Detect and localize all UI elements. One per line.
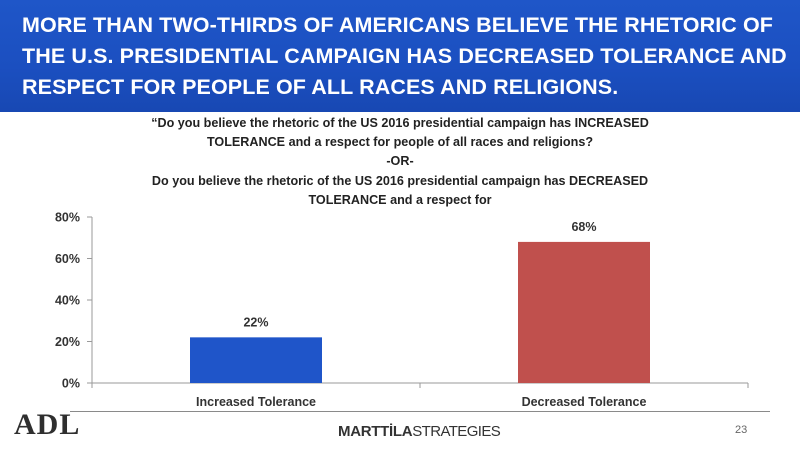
y-tick-label: 80%: [55, 211, 80, 225]
page-number: 23: [735, 424, 748, 436]
header-banner: MORE THAN TWO-THIRDS OF AMERICANS BELIEV…: [0, 0, 800, 112]
data-label: 68%: [571, 220, 596, 234]
y-tick-label: 40%: [55, 294, 80, 308]
footer-divider: [70, 411, 770, 412]
survey-question: “Do you believe the rhetoric of the US 2…: [70, 114, 730, 210]
marttila-strategies-logo: MARTTİLASTRATEGIES: [338, 422, 501, 442]
question-line: “Do you believe the rhetoric of the US 2…: [151, 116, 649, 130]
adl-logo: ADL: [14, 408, 81, 441]
y-tick-label: 0%: [62, 377, 80, 391]
question-line: TOLERANCE and a respect for people of al…: [206, 135, 594, 150]
bar: [518, 241, 650, 383]
bar: [190, 337, 322, 383]
x-tick-label: Increased Tolerance: [196, 395, 316, 409]
question-line: Do you believe the rhetoric of the US 20…: [151, 173, 649, 188]
question-line: -OR-: [386, 154, 414, 169]
question-line: TOLERANCE and a respect for: [308, 192, 492, 207]
slide-title: MORE THAN TWO-THIRDS OF AMERICANS BELIEV…: [22, 13, 787, 99]
logo-text-regular: STRATEGIES: [412, 423, 501, 440]
y-tick-label: 60%: [55, 252, 80, 266]
y-tick-label: 20%: [55, 335, 80, 349]
x-tick-label: Decreased Tolerance: [522, 395, 647, 409]
logo-text-bold: MARTTİLA: [338, 423, 413, 440]
data-label: 22%: [243, 315, 268, 329]
